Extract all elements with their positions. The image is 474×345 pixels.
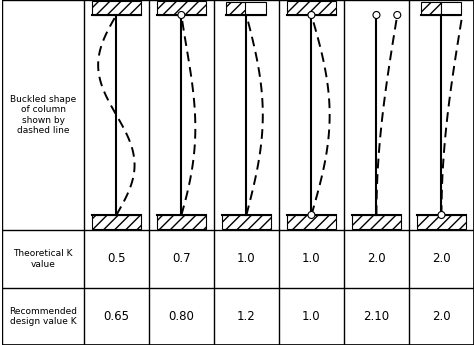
- Text: 2.0: 2.0: [432, 253, 451, 266]
- Bar: [246, 2, 265, 15]
- Text: Buckled shape
of column
shown by
dashed line: Buckled shape of column shown by dashed …: [10, 95, 76, 135]
- Circle shape: [373, 11, 380, 19]
- Text: 2.0: 2.0: [367, 253, 386, 266]
- Bar: [227, 2, 246, 15]
- Text: Recommended
design value K: Recommended design value K: [9, 307, 77, 326]
- Text: 2.10: 2.10: [364, 310, 390, 323]
- Circle shape: [308, 11, 315, 19]
- Text: 0.65: 0.65: [103, 310, 129, 323]
- Bar: [287, 215, 336, 229]
- Bar: [157, 215, 206, 229]
- Circle shape: [394, 11, 401, 19]
- Bar: [440, 2, 461, 15]
- Text: 1.0: 1.0: [237, 253, 255, 266]
- Text: Theoretical K
value: Theoretical K value: [13, 249, 73, 269]
- Text: 2.0: 2.0: [432, 310, 451, 323]
- Text: 0.7: 0.7: [172, 253, 191, 266]
- Bar: [421, 2, 441, 15]
- Bar: [417, 215, 466, 229]
- Text: 1.0: 1.0: [302, 253, 321, 266]
- Circle shape: [438, 211, 445, 218]
- Bar: [92, 215, 141, 229]
- Text: 1.0: 1.0: [302, 310, 321, 323]
- Bar: [92, 1, 141, 15]
- Bar: [287, 1, 336, 15]
- Circle shape: [178, 11, 185, 19]
- Bar: [157, 1, 206, 15]
- Bar: [222, 215, 271, 229]
- Circle shape: [308, 211, 315, 218]
- Bar: [352, 215, 401, 229]
- Text: 1.2: 1.2: [237, 310, 256, 323]
- Text: 0.5: 0.5: [107, 253, 126, 266]
- Text: 0.80: 0.80: [168, 310, 194, 323]
